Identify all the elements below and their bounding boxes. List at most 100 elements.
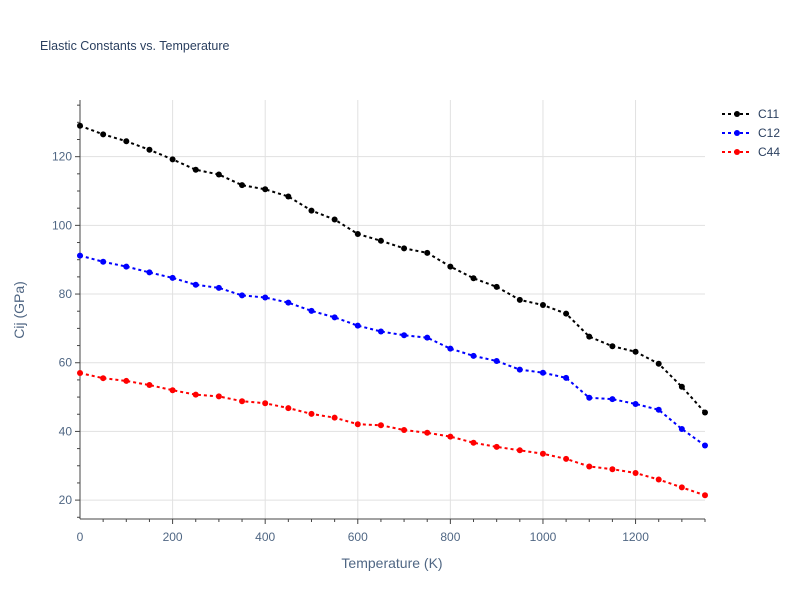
data-point-c11 [169, 156, 176, 163]
y-tick-label: 80 [59, 287, 73, 301]
data-point-c44 [146, 382, 153, 389]
x-tick-label: 1000 [530, 530, 557, 544]
data-point-c11 [539, 302, 546, 309]
data-point-c11 [239, 182, 246, 189]
data-point-c11 [447, 263, 454, 270]
legend-label: C12 [758, 126, 780, 140]
y-tick-label: 60 [59, 356, 73, 370]
data-point-c11 [215, 171, 222, 178]
data-point-c12 [215, 284, 222, 291]
legend-swatch-marker [734, 130, 740, 136]
data-point-c12 [493, 358, 500, 365]
legend[interactable]: C11 C12 C44 [722, 107, 780, 159]
data-point-c12 [401, 332, 408, 339]
data-point-c44 [239, 398, 246, 405]
x-tick-label: 1200 [622, 530, 649, 544]
data-point-c11 [401, 245, 408, 252]
data-point-c44 [331, 414, 338, 421]
x-tick-label: 0 [77, 530, 84, 544]
data-point-c12 [285, 299, 292, 306]
data-point-c11 [354, 230, 361, 237]
data-point-c12 [516, 366, 523, 373]
data-point-c12 [262, 294, 269, 301]
data-point-c44 [100, 375, 107, 382]
data-point-c44 [563, 455, 570, 462]
data-point-c44 [516, 447, 523, 454]
y-axis-title: Cij (GPa) [11, 281, 27, 339]
plot-area [77, 122, 708, 499]
data-point-c11 [262, 186, 269, 193]
chart-title: Elastic Constants vs. Temperature [40, 39, 229, 53]
data-point-c44 [169, 387, 176, 394]
data-point-c11 [123, 138, 130, 145]
data-point-c44 [447, 433, 454, 440]
data-point-c11 [424, 249, 431, 256]
legend-item-c11[interactable]: C11 [722, 107, 779, 121]
data-point-c44 [470, 439, 477, 446]
data-point-c12 [123, 263, 130, 270]
axes [75, 100, 706, 524]
x-tick-label: 600 [348, 530, 368, 544]
legend-item-c12[interactable]: C12 [722, 126, 780, 140]
data-point-c11 [563, 310, 570, 317]
y-tick-label: 20 [59, 493, 73, 507]
series-c44 [77, 370, 708, 499]
data-point-c12 [655, 406, 662, 413]
data-point-c11 [285, 193, 292, 200]
data-point-c12 [539, 369, 546, 376]
data-point-c11 [377, 237, 384, 244]
data-point-c11 [678, 383, 685, 390]
data-point-c44 [539, 450, 546, 457]
data-point-c44 [401, 427, 408, 434]
data-point-c44 [586, 463, 593, 470]
data-point-c11 [702, 409, 708, 416]
data-point-c11 [655, 360, 662, 367]
data-point-c12 [447, 345, 454, 352]
data-point-c11 [100, 131, 107, 138]
data-point-c44 [655, 476, 662, 483]
data-point-c11 [146, 146, 153, 153]
data-point-c12 [146, 269, 153, 276]
legend-swatch-marker [734, 111, 740, 117]
data-point-c12 [470, 352, 477, 359]
gridlines [80, 100, 705, 519]
y-tick-label: 40 [59, 424, 73, 438]
data-point-c11 [308, 207, 315, 214]
series-c11 [77, 122, 708, 416]
data-point-c44 [702, 492, 708, 499]
data-point-c12 [308, 307, 315, 314]
data-point-c12 [192, 281, 199, 288]
data-point-c11 [331, 216, 338, 223]
data-point-c12 [77, 252, 83, 259]
series-c12 [77, 252, 708, 449]
legend-label: C44 [758, 145, 780, 159]
data-point-c11 [192, 166, 199, 173]
legend-label: C11 [758, 107, 779, 121]
data-point-c11 [77, 122, 83, 129]
data-point-c44 [308, 410, 315, 417]
data-point-c12 [609, 396, 616, 403]
y-tick-label: 120 [52, 150, 72, 164]
data-point-c12 [563, 374, 570, 381]
data-point-c12 [239, 292, 246, 299]
series-line-c12 [79, 254, 706, 447]
data-point-c12 [678, 426, 685, 433]
data-point-c12 [354, 322, 361, 329]
data-point-c12 [331, 314, 338, 321]
x-axis-title: Temperature (K) [341, 555, 442, 571]
data-point-c11 [632, 348, 639, 355]
x-tick-label: 800 [440, 530, 460, 544]
data-point-c44 [285, 405, 292, 412]
legend-item-c44[interactable]: C44 [722, 145, 780, 159]
data-point-c44 [123, 377, 130, 384]
data-point-c44 [377, 422, 384, 429]
data-point-c12 [702, 442, 708, 449]
data-point-c44 [215, 393, 222, 400]
data-point-c11 [609, 343, 616, 350]
y-tick-labels: 20 40 60 80 100 120 [52, 150, 72, 507]
data-point-c44 [192, 391, 199, 398]
data-point-c44 [493, 443, 500, 450]
data-point-c44 [77, 370, 83, 377]
data-point-c11 [493, 283, 500, 290]
